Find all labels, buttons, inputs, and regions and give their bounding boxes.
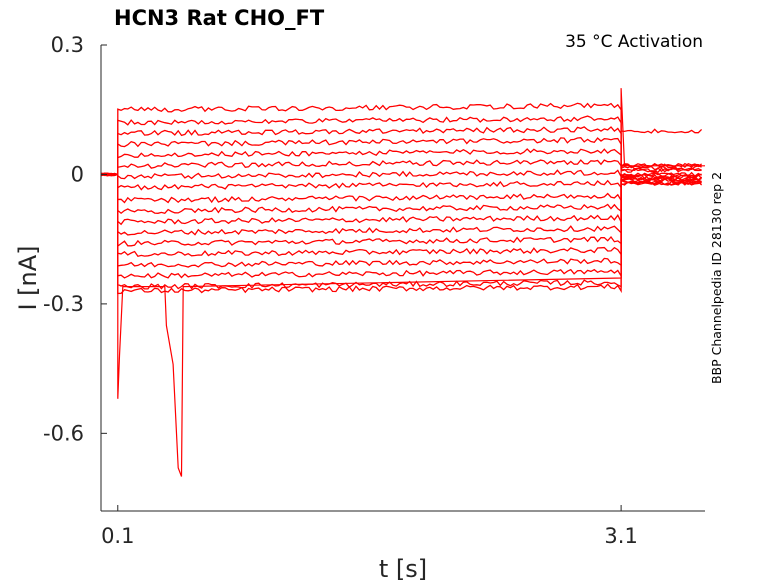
x-ticks: 0.1 3.1 xyxy=(101,505,638,548)
sweep-trace-7 xyxy=(100,169,702,180)
y-ticks: 0.3 0 -0.3 -0.6 xyxy=(43,33,107,445)
sweep-trace-14 xyxy=(100,173,702,258)
sweep-trace-1 xyxy=(100,102,703,177)
x-axis-label: t [s] xyxy=(379,555,427,583)
sweep-trace-18 xyxy=(100,173,703,295)
sweep-trace-11 xyxy=(100,172,702,226)
sweep-trace-4 xyxy=(100,137,702,177)
transient-sweep xyxy=(101,88,705,477)
sweep-traces xyxy=(100,102,703,295)
sweep-trace-13 xyxy=(100,172,703,248)
sweep-trace-16 xyxy=(100,172,702,279)
sweep-trace-5 xyxy=(100,148,702,176)
sweep-trace-12 xyxy=(100,172,703,236)
sweep-trace-9 xyxy=(100,172,702,204)
y-tick-label: 0 xyxy=(71,162,84,186)
plot-area xyxy=(100,88,705,477)
y-axis-label: I [nA] xyxy=(14,245,42,310)
y-tick-label: 0.3 xyxy=(51,33,84,57)
sweep-trace-8 xyxy=(100,172,702,191)
source-id-note: BBP Channelpedia ID 28130 rep 2 xyxy=(709,172,724,384)
sweep-trace-15 xyxy=(101,173,702,268)
y-tick-label: -0.6 xyxy=(43,421,84,445)
chart-title: HCN3 Rat CHO_FT xyxy=(114,6,325,30)
sweep-trace-3 xyxy=(100,126,702,177)
sweep-trace-10 xyxy=(100,172,703,215)
x-tick-label: 0.1 xyxy=(101,524,134,548)
sweep-trace-6 xyxy=(100,159,702,177)
x-tick-label: 3.1 xyxy=(604,524,637,548)
y-tick-label: -0.3 xyxy=(43,292,84,316)
sweep-trace-2 xyxy=(100,115,703,177)
protocol-annotation: 35 °C Activation xyxy=(565,32,703,52)
